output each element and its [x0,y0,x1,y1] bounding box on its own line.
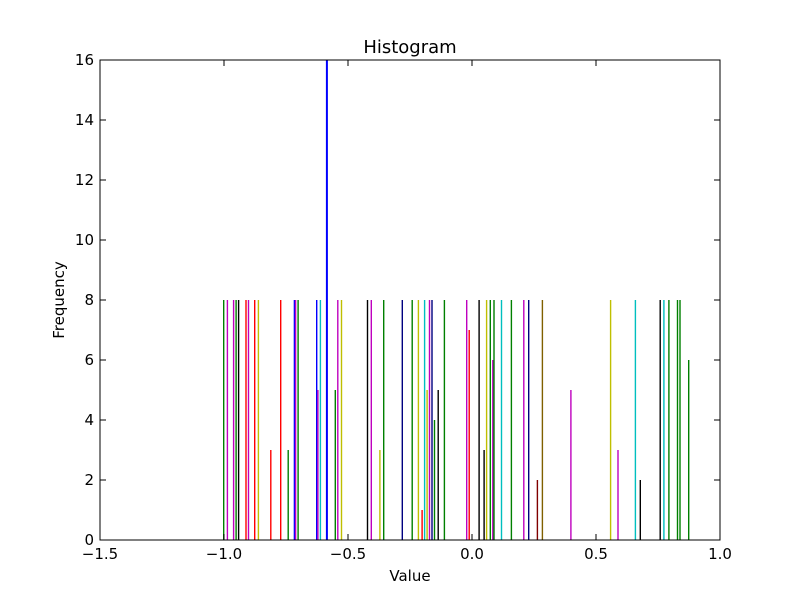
histogram-bar [287,450,289,540]
histogram-bar [334,390,336,540]
histogram-bar [297,300,299,540]
histogram-bar [294,300,297,540]
histogram-bar [232,300,235,540]
histogram-bar [510,300,513,540]
histogram-bar [639,480,641,540]
histogram-bar [634,300,637,540]
histogram-bar [663,300,665,540]
histogram-bar [617,450,619,540]
y-axis-label: Frequency [50,261,68,339]
histogram-bar [257,300,260,540]
y-tick-label: 16 [75,51,94,69]
x-tick-label: −1.5 [82,545,118,563]
histogram-bar [340,300,343,540]
histogram-bar [528,300,530,540]
histogram-bar [500,300,503,540]
histogram-bar [443,300,446,540]
histogram-bar [223,300,225,540]
histogram-bar [317,390,319,540]
histogram-bar [493,300,495,540]
histogram-bar [426,390,428,540]
histogram-bar [466,300,468,540]
histogram-bar [366,300,369,540]
histogram-bar [483,450,485,540]
ticks-group: −1.5 −1.0 −0.5 0.0 0.5 1.0 0 2 4 6 8 10 12 14 16 [75,51,732,563]
y-tick-label: 4 [84,411,94,429]
histogram-bar [428,300,431,540]
histogram-bar [523,300,525,540]
histogram-bar [489,300,491,540]
histogram-bar [421,510,423,540]
x-tick-label: 0.0 [460,545,484,563]
y-tick-label: 12 [75,171,94,189]
bars-group [223,60,690,540]
histogram-bar [492,360,494,540]
histogram-bar [235,300,237,540]
histogram-bar [316,300,318,540]
histogram-bar [325,60,328,540]
histogram-bar [293,300,296,540]
histogram-bar [679,300,681,540]
histogram-bar [609,300,612,540]
chart-title: Histogram [363,37,456,58]
histogram-bar [319,300,322,540]
histogram-bar [237,300,240,540]
histogram-bar [570,390,572,540]
histogram-bar [370,300,372,540]
histogram-bar [254,300,256,540]
histogram-bar [668,300,670,540]
histogram-bar [226,300,229,540]
x-axis-label: Value [389,567,430,585]
x-tick-label: 1.0 [708,545,732,563]
y-tick-label: 6 [84,351,94,369]
histogram-bar [245,300,247,540]
histogram-bar [541,300,544,540]
y-tick-label: 2 [84,471,94,489]
histogram-bar [280,300,282,540]
histogram-bar [431,300,433,540]
y-tick-label: 0 [84,531,94,549]
histogram-bar [417,300,420,540]
plot-area [100,60,720,540]
histogram-bar [270,450,272,540]
histogram-bar [423,300,426,540]
histogram-bar [379,450,381,540]
x-tick-label: 0.5 [584,545,608,563]
y-tick-label: 8 [84,291,94,309]
histogram-bar [337,300,339,540]
y-tick-label: 10 [75,231,94,249]
histogram-bar [433,420,436,540]
histogram-bar [676,300,679,540]
histogram-bar [383,300,385,540]
histogram-bar [411,300,413,540]
histogram-bar [478,300,480,540]
histogram-bar [468,330,470,540]
x-tick-label: −0.5 [330,545,366,563]
histogram-bar [536,480,539,540]
y-tick-label: 14 [75,111,94,129]
histogram-bar [485,300,488,540]
histogram-bar [401,300,403,540]
histogram-bar [437,390,439,540]
histogram-bar [688,360,690,540]
histogram-bar [247,300,250,540]
x-tick-label: −1.0 [206,545,242,563]
histogram-bar [659,300,661,540]
